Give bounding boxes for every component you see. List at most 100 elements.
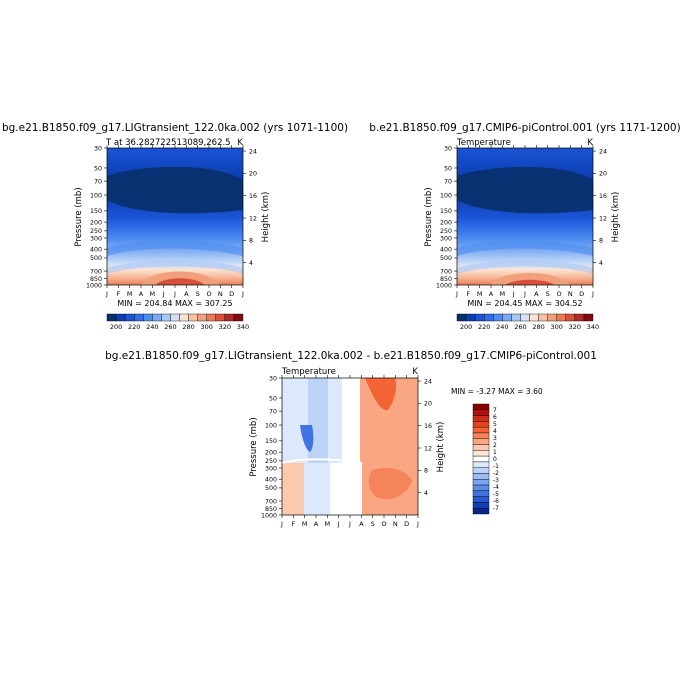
month-label: S	[371, 520, 375, 528]
colorbar-swatch	[565, 313, 576, 322]
pressure-tick-label: 50	[269, 395, 277, 402]
height-tick-label: 12	[599, 215, 607, 222]
colorbar-swatch	[472, 508, 490, 515]
month-label: M	[302, 520, 308, 528]
month-label: F	[291, 520, 295, 528]
height-tick-label: 16	[599, 193, 607, 200]
height-tick-label: 12	[424, 445, 432, 452]
colorbar-swatch	[502, 313, 512, 322]
pressure-tick-label: 250	[90, 228, 102, 235]
colorbar-label: 2	[493, 442, 497, 449]
pressure-tick-label: 30	[269, 375, 277, 382]
panel-difference: bg.e21.B1850.f09_g17.LIGtransient_122.0k…	[105, 350, 597, 528]
colorbar-swatch	[484, 313, 494, 322]
colorbar-label: -5	[493, 491, 499, 498]
pressure-tick-label: 150	[265, 438, 277, 445]
month-label: J	[162, 290, 165, 298]
month-label: F	[466, 290, 470, 298]
height-tick-label: 20	[599, 171, 607, 178]
colorbar-swatch	[493, 313, 503, 322]
colorbar-swatch	[472, 479, 490, 486]
panel3-variable-label: Temperature	[281, 367, 336, 377]
month-label: J	[280, 520, 283, 528]
month-label: M	[127, 290, 133, 298]
pressure-tick-label: 70	[94, 178, 102, 185]
colorbar-swatch	[511, 313, 521, 322]
month-label: N	[568, 290, 573, 298]
month-label: F	[116, 290, 120, 298]
pressure-tick-label: 100	[265, 422, 277, 429]
height-tick-label: 8	[424, 468, 428, 475]
panel2-variable-label: Temperature	[456, 138, 511, 148]
pressure-tick-label: 850	[440, 276, 452, 283]
month-label: A	[489, 290, 494, 298]
colorbar-swatch	[472, 415, 490, 422]
month-label: J	[416, 520, 419, 528]
colorbar-swatch	[472, 496, 490, 503]
month-label: J	[173, 290, 176, 298]
colorbar-swatch	[106, 313, 117, 322]
pressure-tick-label: 150	[90, 208, 102, 215]
pressure-tick-label: 30	[444, 145, 452, 152]
colorbar-swatch	[472, 432, 490, 439]
pressure-tick-label: 700	[265, 498, 277, 505]
colorbar-swatch	[472, 455, 490, 463]
colorbar-swatch	[472, 467, 490, 474]
month-label: D	[229, 290, 234, 298]
colorbar-swatch	[472, 473, 490, 480]
colorbar-label: 320	[219, 323, 231, 331]
month-label: S	[196, 290, 200, 298]
colorbar-swatch	[472, 409, 490, 416]
month-label: M	[325, 520, 331, 528]
colorbar-swatch	[456, 313, 467, 322]
panel2-units: K	[587, 138, 593, 148]
month-label: S	[546, 290, 550, 298]
colorbar-swatch	[465, 313, 476, 322]
month-label: J	[455, 290, 458, 298]
month-label: M	[477, 290, 483, 298]
colorbar-label: 7	[493, 407, 497, 414]
colorbar-swatch	[472, 421, 490, 428]
colorbar-swatch	[472, 502, 490, 509]
pressure-tick-label: 850	[90, 276, 102, 283]
pressure-tick-label: 1000	[86, 282, 102, 289]
panel1-right-label: Height (km)	[261, 192, 271, 243]
pressure-tick-label: 100	[90, 192, 102, 199]
colorbar-label: 280	[182, 323, 194, 331]
pressure-tick-label: 500	[90, 255, 102, 262]
colorbar-label: 300	[201, 323, 213, 331]
pressure-tick-label: 50	[94, 165, 102, 172]
panel2-right-label: Height (km)	[611, 192, 621, 243]
colorbar-swatch	[574, 313, 585, 322]
panel2-title: b.e21.B1850.f09_g17.CMIP6-piControl.001 …	[369, 122, 680, 134]
colorbar-swatch	[197, 313, 207, 322]
colorbar-swatch	[520, 313, 530, 322]
colorbar-label: 1	[493, 449, 497, 456]
colorbar-swatch	[538, 313, 548, 322]
colorbar-label: 340	[237, 323, 249, 331]
colorbar-label: -2	[493, 470, 499, 477]
colorbar-swatch	[179, 313, 189, 322]
pressure-tick-label: 300	[265, 465, 277, 472]
month-label: N	[218, 290, 223, 298]
panel1-variable-label: T at 36.282722513089,262.5	[105, 138, 231, 148]
month-label: J	[105, 290, 108, 298]
panel1-title: bg.e21.B1850.f09_g17.LIGtransient_122.0k…	[2, 122, 348, 134]
panel3-units: K	[412, 367, 418, 377]
colorbar-label: -6	[493, 498, 499, 505]
pressure-tick-label: 400	[265, 477, 277, 484]
month-label: D	[404, 520, 409, 528]
colorbar-swatch	[529, 313, 539, 322]
pressure-tick-label: 200	[440, 219, 452, 226]
month-label: M	[500, 290, 506, 298]
panel3-stats: MIN = -3.27 MAX = 3.60	[451, 387, 543, 396]
colorbar-label: 300	[551, 323, 563, 331]
height-tick-label: 16	[424, 423, 432, 430]
height-tick-label: 4	[424, 490, 428, 497]
month-label: A	[314, 520, 319, 528]
colorbar-label: 200	[460, 323, 472, 331]
panel1-field	[107, 148, 243, 285]
panel-picontrol: b.e21.B1850.f09_g17.CMIP6-piControl.001 …	[369, 122, 680, 331]
panel1-units: K	[237, 138, 243, 148]
colorbar-label: 220	[128, 323, 140, 331]
